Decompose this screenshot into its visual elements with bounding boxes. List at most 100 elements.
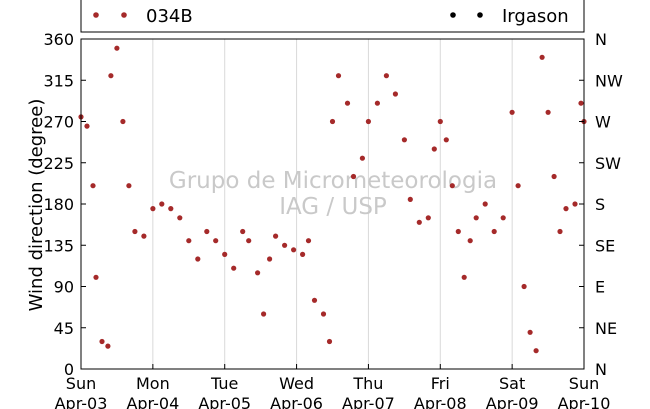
- point-0-7: [114, 45, 120, 51]
- ytick-right-label-1: NE: [595, 319, 617, 338]
- point-0-47: [425, 215, 431, 221]
- point-0-32: [311, 297, 318, 303]
- xtick-day-3: Wed: [279, 374, 314, 393]
- xtick-date-5: Apr-08: [414, 394, 467, 409]
- point-0-41: [374, 100, 380, 106]
- point-0-53: [461, 274, 467, 280]
- point-0-69: [572, 201, 578, 207]
- legend-label-034b: 034B: [146, 6, 193, 27]
- point-0-38: [350, 173, 357, 180]
- point-0-25: [261, 311, 267, 317]
- point-0-30: [300, 251, 306, 257]
- point-0-65: [545, 109, 551, 115]
- xtick-day-2: Tue: [210, 374, 238, 393]
- point-0-13: [159, 201, 165, 207]
- point-0-66: [551, 173, 557, 180]
- point-0-56: [482, 201, 488, 207]
- point-0-31: [305, 238, 312, 244]
- point-0-60: [515, 183, 521, 189]
- point-0-42: [383, 73, 389, 79]
- ytick-right-label-2: E: [595, 278, 605, 297]
- y-axis-right: N NE E SE S SW W NW N: [579, 30, 623, 379]
- ytick-right-label-3: SE: [595, 236, 615, 255]
- point-0-21: [231, 265, 237, 271]
- y-axis-label: Wind direction (degree): [26, 99, 47, 312]
- point-0-4: [99, 338, 105, 345]
- legend-marker-034b-2: [121, 12, 127, 18]
- point-0-17: [195, 256, 201, 262]
- point-0-59: [509, 109, 515, 115]
- xtick-date-7: Apr-10: [558, 394, 611, 409]
- point-0-68: [563, 206, 569, 212]
- point-0-19: [213, 238, 219, 244]
- ytick-label-3: 135: [43, 236, 74, 255]
- legend-label-irgason: Irgason: [502, 6, 569, 27]
- ytick-right-label-0: N: [595, 360, 607, 379]
- point-0-54: [467, 238, 473, 244]
- ytick-right-label-5: SW: [595, 154, 621, 173]
- point-0-39: [359, 155, 365, 161]
- point-0-57: [491, 228, 497, 235]
- point-0-8: [120, 118, 126, 125]
- ytick-label-0: 0: [64, 360, 74, 379]
- point-0-1: [84, 123, 90, 129]
- point-0-61: [521, 283, 527, 290]
- ytick-right-label-8: N: [595, 30, 607, 49]
- point-0-6: [108, 73, 114, 79]
- point-0-70: [578, 100, 584, 106]
- point-0-22: [240, 228, 246, 235]
- legend: 034B Irgason: [80, 0, 585, 33]
- ytick-label-8: 360: [43, 30, 74, 49]
- ytick-label-2: 90: [54, 278, 74, 297]
- point-0-43: [392, 91, 398, 97]
- point-0-50: [443, 137, 449, 143]
- point-0-16: [186, 238, 192, 244]
- point-0-27: [273, 233, 279, 239]
- point-0-18: [204, 228, 210, 235]
- point-0-52: [455, 228, 461, 235]
- ytick-right-label-7: NW: [595, 71, 623, 90]
- point-0-48: [431, 146, 437, 152]
- xtick-day-6: Sat: [499, 374, 525, 393]
- ytick-label-6: 270: [43, 113, 74, 132]
- point-0-28: [282, 242, 288, 248]
- point-0-11: [141, 233, 147, 239]
- ytick-label-7: 315: [43, 71, 74, 90]
- y-axis-left: 0 45 90 135 180 225 270 315 360: [43, 30, 86, 379]
- point-0-14: [168, 206, 174, 212]
- point-0-49: [437, 118, 443, 125]
- xtick-date-6: Apr-09: [486, 394, 539, 409]
- ytick-label-5: 225: [43, 154, 74, 173]
- point-0-15: [177, 215, 183, 221]
- point-0-23: [246, 238, 252, 244]
- point-0-9: [126, 183, 132, 189]
- xtick-date-0: Apr-03: [55, 394, 108, 409]
- plot-area: [81, 39, 584, 369]
- watermark-line-2: IAG / USP: [279, 194, 387, 220]
- xtick-day-7: Sun: [569, 374, 599, 393]
- xtick-date-3: Apr-06: [270, 394, 323, 409]
- legend-marker-irgason-2: [477, 12, 483, 18]
- point-0-12: [150, 206, 156, 212]
- xtick-day-1: Mon: [136, 374, 170, 393]
- point-0-67: [557, 228, 563, 235]
- point-0-55: [473, 215, 479, 221]
- point-0-63: [533, 348, 539, 354]
- point-0-46: [416, 219, 422, 225]
- point-0-35: [329, 118, 336, 125]
- point-0-37: [344, 100, 351, 106]
- ytick-right-label-4: S: [595, 195, 605, 214]
- x-axis: SunApr-03MonApr-04TueApr-05WedApr-06ThuA…: [55, 364, 611, 409]
- legend-marker-irgason-1: [450, 12, 456, 18]
- point-0-29: [291, 247, 297, 253]
- watermark-line-1: Grupo de Micrometeorologia: [169, 168, 497, 194]
- point-0-64: [539, 54, 545, 60]
- legend-frame: [80, 0, 585, 33]
- xtick-date-4: Apr-07: [342, 394, 395, 409]
- point-0-34: [326, 338, 333, 345]
- point-0-20: [222, 251, 228, 257]
- point-0-44: [401, 137, 407, 143]
- series-034b-points: [78, 45, 587, 354]
- point-0-3: [93, 274, 99, 280]
- point-0-26: [267, 256, 273, 262]
